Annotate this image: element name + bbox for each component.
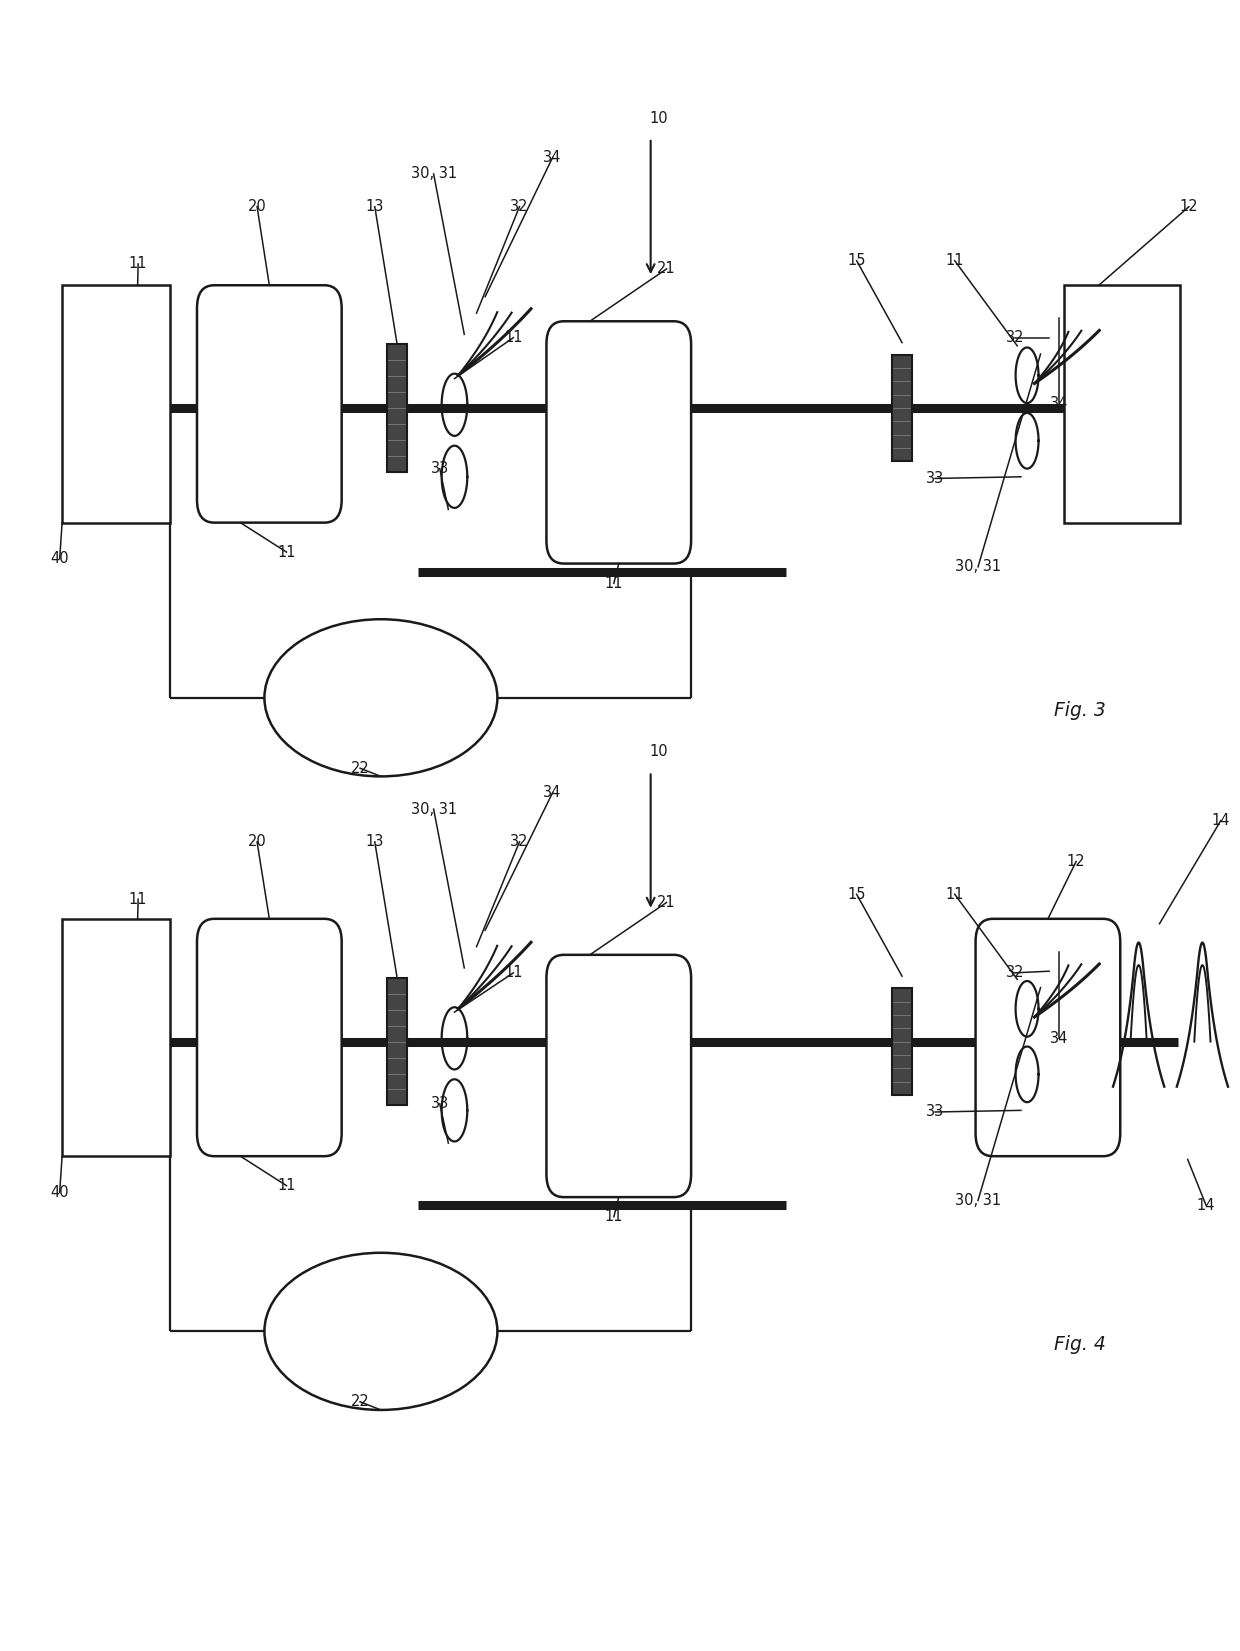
Text: 22: 22 <box>351 761 370 776</box>
Text: 15: 15 <box>847 253 866 267</box>
Text: 40: 40 <box>51 1185 69 1200</box>
Text: 11: 11 <box>278 545 296 560</box>
Bar <box>62 920 170 1156</box>
Text: 30, 31: 30, 31 <box>410 167 456 182</box>
Bar <box>387 343 407 472</box>
Text: 33: 33 <box>926 471 944 485</box>
Text: 33: 33 <box>430 1096 449 1111</box>
Text: Fig. 3: Fig. 3 <box>1054 702 1106 720</box>
Text: 11: 11 <box>278 1179 296 1194</box>
Bar <box>387 343 407 472</box>
Ellipse shape <box>264 619 497 776</box>
Text: 33: 33 <box>926 1105 944 1119</box>
Text: Fig. 4: Fig. 4 <box>1054 1336 1106 1354</box>
Text: 10: 10 <box>650 111 668 125</box>
Text: 40: 40 <box>51 551 69 566</box>
Bar <box>387 977 407 1106</box>
Text: 30, 31: 30, 31 <box>955 1194 1001 1209</box>
Text: 14: 14 <box>1197 1199 1215 1213</box>
Bar <box>893 355 911 461</box>
Text: 30, 31: 30, 31 <box>410 802 456 817</box>
Text: 34: 34 <box>1050 396 1068 411</box>
Bar <box>893 989 911 1095</box>
Bar <box>62 286 170 523</box>
FancyBboxPatch shape <box>547 954 691 1197</box>
Text: 13: 13 <box>366 834 384 849</box>
FancyBboxPatch shape <box>547 322 691 563</box>
FancyBboxPatch shape <box>976 920 1120 1156</box>
Text: 15: 15 <box>847 887 866 901</box>
Text: 11: 11 <box>505 330 522 345</box>
Text: 34: 34 <box>543 150 562 165</box>
Text: 32: 32 <box>510 200 528 215</box>
Bar <box>893 989 911 1095</box>
Text: 34: 34 <box>1050 1030 1068 1045</box>
FancyBboxPatch shape <box>197 286 342 523</box>
Text: 12: 12 <box>1066 854 1085 868</box>
Text: 22: 22 <box>351 1393 370 1410</box>
Text: 32: 32 <box>510 834 528 849</box>
Ellipse shape <box>264 1253 497 1410</box>
Text: 20: 20 <box>248 834 267 849</box>
Text: 32: 32 <box>1006 966 1024 981</box>
Text: 33: 33 <box>430 461 449 475</box>
Text: 11: 11 <box>129 892 148 906</box>
Text: 34: 34 <box>543 786 562 801</box>
Bar <box>387 977 407 1106</box>
Text: 11: 11 <box>129 256 148 271</box>
Text: 30, 31: 30, 31 <box>955 560 1001 575</box>
Text: 14: 14 <box>1211 812 1230 829</box>
Text: 11: 11 <box>505 966 522 981</box>
Text: 11: 11 <box>605 1209 624 1225</box>
Text: 12: 12 <box>1179 200 1198 215</box>
Text: 32: 32 <box>1006 330 1024 345</box>
Text: 10: 10 <box>650 745 668 759</box>
Bar <box>893 355 911 461</box>
Text: 21: 21 <box>657 895 676 910</box>
Bar <box>1064 286 1180 523</box>
Text: 11: 11 <box>945 253 963 267</box>
Text: 21: 21 <box>657 261 676 276</box>
Text: 11: 11 <box>945 887 963 901</box>
Text: 20: 20 <box>248 200 267 215</box>
Text: 13: 13 <box>366 200 384 215</box>
FancyBboxPatch shape <box>197 920 342 1156</box>
Text: 11: 11 <box>605 576 624 591</box>
